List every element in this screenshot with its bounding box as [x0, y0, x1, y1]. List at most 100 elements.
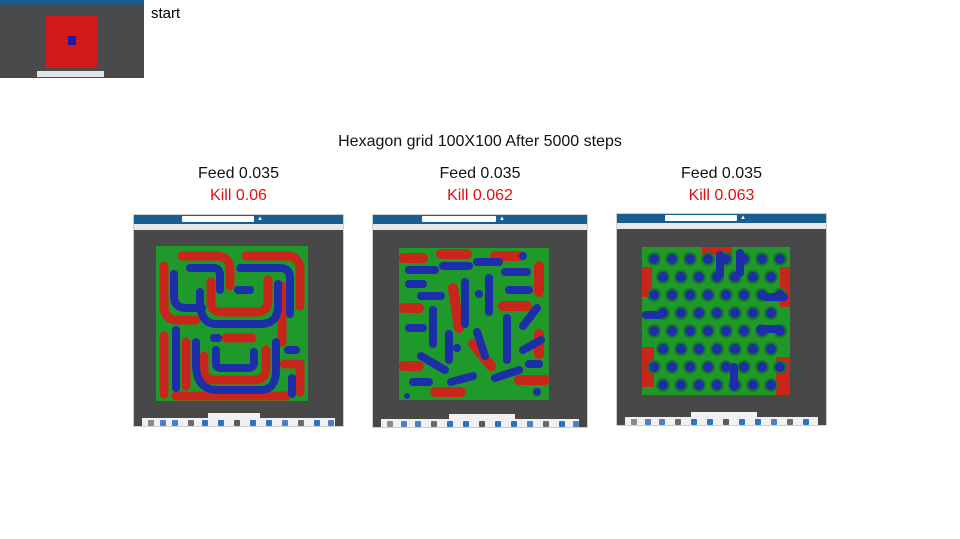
toolbar-icon [314, 420, 320, 426]
toolbar-icon [250, 420, 256, 426]
toolbar-icon [755, 419, 761, 425]
toolbar-icon [148, 420, 154, 426]
viewer-screenshot-3: ▲ [616, 213, 827, 426]
toolbar-icon [511, 421, 517, 427]
spot [676, 380, 686, 390]
spot [739, 290, 749, 300]
spot [658, 380, 668, 390]
viewer-screenshot-2: ▲ [372, 214, 588, 428]
toolbar-icon [803, 419, 809, 425]
spot [739, 362, 749, 372]
toolbar-icon [172, 420, 178, 426]
toolbar-icon [771, 419, 777, 425]
spot [712, 344, 722, 354]
spot [685, 290, 695, 300]
viewer-toolbar [37, 71, 104, 77]
pattern-worms-spots [399, 248, 549, 400]
spot [757, 362, 767, 372]
toolbar-icon [739, 419, 745, 425]
feed-label: Feed 0.035 [439, 165, 521, 182]
spot [685, 254, 695, 264]
tag-icon: ▲ [257, 216, 263, 222]
start-seed-square [68, 36, 76, 45]
toolbar-icon [559, 421, 565, 427]
spot [739, 326, 749, 336]
spot [667, 362, 677, 372]
spot [667, 290, 677, 300]
spot [685, 362, 695, 372]
pattern-spots [642, 247, 790, 395]
start-state-screenshot [0, 0, 144, 78]
viewer-subbar [617, 223, 826, 229]
spot [766, 308, 776, 318]
kill-label: Kill 0.063 [688, 187, 755, 204]
spot-field [647, 252, 787, 392]
viewer-tabs [691, 412, 757, 417]
toolbar-icon [328, 420, 334, 426]
toolbar-icon [447, 421, 453, 427]
spot [721, 326, 731, 336]
spot [766, 272, 776, 282]
spot [748, 380, 758, 390]
spot [694, 308, 704, 318]
spot [730, 344, 740, 354]
toolbar-icon [415, 421, 421, 427]
toolbar-icon [188, 420, 194, 426]
start-label: start [151, 5, 181, 22]
spot [649, 290, 659, 300]
feed-label: Feed 0.035 [681, 165, 762, 182]
toolbar-icon [495, 421, 501, 427]
toolbar-icon [387, 421, 393, 427]
spot [766, 380, 776, 390]
spot [703, 290, 713, 300]
spot [685, 326, 695, 336]
pattern-labyrinth [156, 246, 308, 401]
toolbar-icon [298, 420, 304, 426]
toolbar-icon [527, 421, 533, 427]
spot [775, 362, 785, 372]
kill-label: Kill 0.06 [210, 187, 267, 204]
spot [676, 344, 686, 354]
spot [730, 308, 740, 318]
spot [667, 326, 677, 336]
toolbar-icon [645, 419, 651, 425]
spot [721, 290, 731, 300]
spot [649, 254, 659, 264]
spot [694, 272, 704, 282]
toolbar-icon [234, 420, 240, 426]
viewer-subbar [134, 224, 343, 230]
tag-icon: ▲ [740, 215, 746, 221]
spot [667, 254, 677, 264]
spot [766, 344, 776, 354]
spot [676, 308, 686, 318]
toolbar-icon [282, 420, 288, 426]
viewer-toolbar [142, 418, 335, 426]
kill-label: Kill 0.062 [447, 187, 513, 204]
toolbar-icon [479, 421, 485, 427]
viewer-toolbar [381, 419, 579, 427]
toolbar-icon [631, 419, 637, 425]
panel-caption-3: Feed 0.035 Kill 0.063 [616, 163, 827, 207]
spot [658, 272, 668, 282]
spot [721, 362, 731, 372]
viewer-screenshot-1: ▲ [133, 214, 344, 427]
toolbar-icon [723, 419, 729, 425]
spot [748, 344, 758, 354]
toolbar-icon [573, 421, 579, 427]
toolbar-icon [691, 419, 697, 425]
toolbar-icon [160, 420, 166, 426]
feed-label: Feed 0.035 [198, 165, 279, 182]
tag-icon: ▲ [499, 216, 505, 222]
search-field [182, 216, 254, 222]
search-field [665, 215, 737, 221]
search-field [422, 216, 496, 222]
toolbar-icon [707, 419, 713, 425]
spot [712, 380, 722, 390]
panel-caption-2: Feed 0.035 Kill 0.062 [374, 163, 586, 207]
toolbar-icon [202, 420, 208, 426]
spot [703, 362, 713, 372]
spot [775, 254, 785, 264]
toolbar-icon [463, 421, 469, 427]
spot [748, 308, 758, 318]
spot [694, 344, 704, 354]
